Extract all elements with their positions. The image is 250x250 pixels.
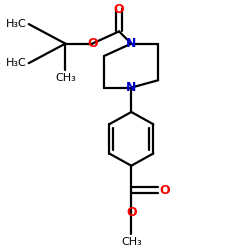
Text: O: O — [114, 3, 124, 16]
Text: O: O — [126, 206, 136, 218]
Text: H₃C: H₃C — [6, 19, 26, 29]
Text: O: O — [159, 184, 170, 197]
Text: O: O — [87, 37, 98, 50]
Text: CH₃: CH₃ — [55, 73, 76, 83]
Text: H₃C: H₃C — [6, 58, 26, 68]
Text: N: N — [126, 81, 136, 94]
Text: N: N — [126, 37, 136, 50]
Text: CH₃: CH₃ — [121, 236, 142, 246]
